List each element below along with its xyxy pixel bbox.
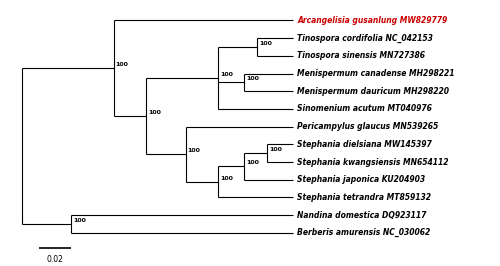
Text: Berberis amurensis NC_030062: Berberis amurensis NC_030062 (298, 228, 430, 238)
Text: Menispermum canadense MH298221: Menispermum canadense MH298221 (298, 69, 455, 78)
Text: Pericampylus glaucus MN539265: Pericampylus glaucus MN539265 (298, 122, 438, 131)
Text: Arcangelisia gusanlung MW829779: Arcangelisia gusanlung MW829779 (298, 16, 448, 25)
Text: 100: 100 (220, 72, 233, 77)
Text: Stephania kwangsiensis MN654112: Stephania kwangsiensis MN654112 (298, 157, 449, 167)
Text: Stephania tetrandra MT859132: Stephania tetrandra MT859132 (298, 193, 432, 202)
Text: 100: 100 (73, 218, 86, 223)
Text: 100: 100 (220, 176, 233, 181)
Text: Tinospora cordifolia NC_042153: Tinospora cordifolia NC_042153 (298, 34, 433, 43)
Text: 100: 100 (269, 147, 281, 152)
Text: Nandina domestica DQ923117: Nandina domestica DQ923117 (298, 211, 426, 220)
Text: Tinospora sinensis MN727386: Tinospora sinensis MN727386 (298, 51, 426, 60)
Text: 100: 100 (259, 41, 272, 45)
Text: 100: 100 (246, 160, 259, 165)
Text: 100: 100 (246, 76, 259, 81)
Text: Menispermum dauricum MH298220: Menispermum dauricum MH298220 (298, 87, 450, 96)
Text: 100: 100 (148, 110, 161, 115)
Text: Sinomenium acutum MT040976: Sinomenium acutum MT040976 (298, 105, 432, 114)
Text: 100: 100 (187, 148, 200, 153)
Text: Stephania japonica KU204903: Stephania japonica KU204903 (298, 175, 426, 184)
Text: Stephania dielsiana MW145397: Stephania dielsiana MW145397 (298, 140, 432, 149)
Text: 100: 100 (116, 62, 128, 67)
Text: 0.02: 0.02 (46, 255, 64, 264)
